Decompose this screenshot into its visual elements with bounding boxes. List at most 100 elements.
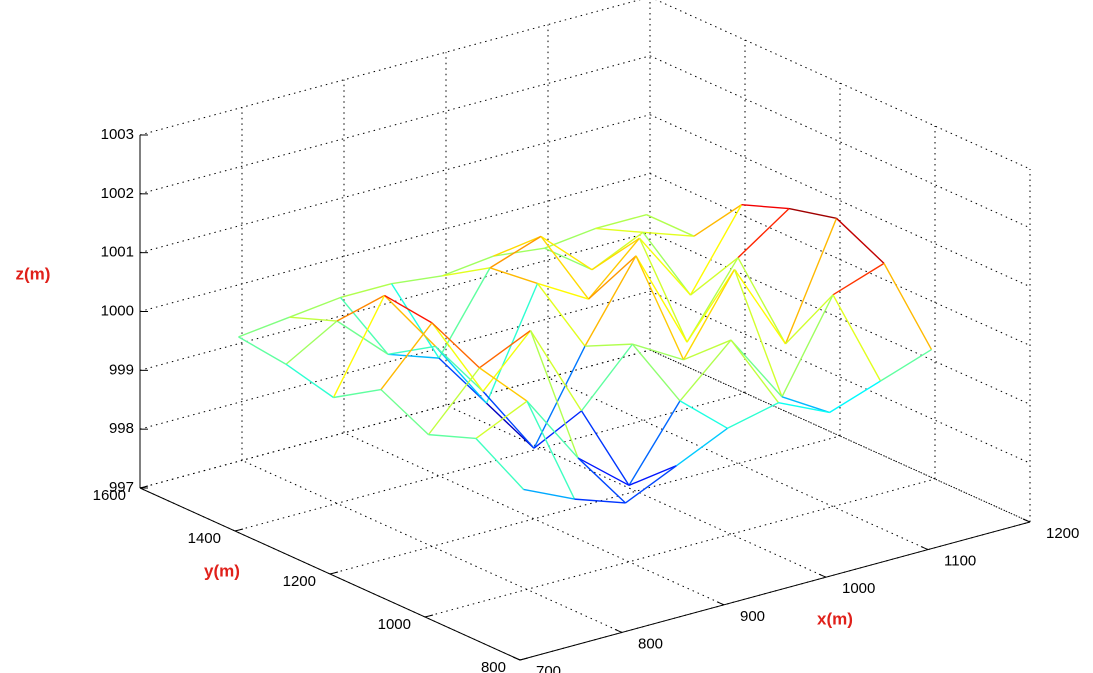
mesh-edge	[737, 257, 787, 345]
mesh-edge	[635, 255, 688, 343]
grid-line	[649, 173, 1031, 346]
mesh-edge	[289, 296, 341, 318]
grid-line	[649, 349, 1031, 523]
mesh-edge	[285, 320, 338, 365]
mesh-edge	[788, 207, 837, 220]
mesh-edge	[632, 343, 684, 361]
mesh-edge	[391, 275, 443, 285]
grid-line	[139, 114, 651, 254]
mesh-edge	[642, 231, 692, 296]
mesh-edge	[336, 320, 389, 355]
mesh-edge	[289, 316, 338, 322]
z-tick-label: 999	[109, 361, 134, 378]
x-axis-title: x(m)	[817, 609, 853, 628]
mesh-edge	[336, 294, 385, 322]
mesh-edge	[431, 322, 480, 369]
mesh-edge	[686, 269, 736, 343]
tick-mark	[519, 657, 529, 661]
mesh-edge	[784, 218, 838, 345]
mesh-edge	[442, 267, 491, 277]
y-tick-label: 1200	[283, 573, 316, 590]
mesh-edge	[380, 322, 433, 391]
mesh-edge	[577, 457, 630, 486]
y-tick-label: 1600	[93, 487, 126, 504]
mesh-edge	[683, 339, 732, 361]
mesh-edge	[390, 283, 440, 359]
mesh-edge	[832, 262, 885, 296]
mesh-edge	[584, 255, 637, 347]
grid-line	[139, 173, 651, 312]
mesh-edge	[646, 214, 695, 237]
mesh-edge	[595, 227, 644, 234]
tick-mark	[139, 485, 149, 489]
mesh-edge	[434, 345, 488, 404]
mesh-edge	[595, 214, 647, 230]
x-axis	[519, 521, 1031, 661]
mesh-edge	[635, 255, 685, 361]
mesh-edge	[737, 208, 790, 259]
mesh-edge	[631, 343, 681, 402]
mesh-edge	[332, 295, 386, 398]
mesh-edge	[584, 343, 633, 347]
mesh-edge	[285, 363, 334, 399]
x-tick-label: 900	[740, 608, 765, 625]
mesh-edge	[493, 247, 545, 257]
z-tick-label: 997	[109, 479, 134, 496]
grid-line	[649, 114, 1031, 288]
mesh-edge	[628, 400, 681, 486]
mesh-edge	[836, 217, 885, 264]
z-tick-label: 1003	[101, 126, 134, 143]
mesh-edge	[339, 297, 389, 355]
mesh-edge	[642, 231, 695, 237]
mesh-edge	[238, 316, 290, 338]
mesh-edge	[638, 237, 692, 296]
tick-mark	[920, 546, 929, 551]
mesh-edge	[733, 269, 783, 398]
grid-line	[445, 404, 827, 578]
mesh-edge	[526, 400, 579, 459]
z-tick-label: 998	[109, 420, 134, 437]
tick-mark	[512, 656, 521, 661]
y-tick-label: 1000	[378, 616, 411, 633]
mesh-edge	[588, 255, 637, 300]
mesh-edge	[384, 294, 433, 324]
tick-mark	[818, 573, 827, 578]
mesh-edge	[679, 400, 728, 429]
mesh-edge	[676, 427, 728, 467]
grid-line	[139, 55, 651, 195]
grid-line	[139, 0, 641, 136]
mesh-edge	[730, 339, 783, 398]
grid-line	[343, 432, 725, 606]
mesh-edge	[387, 353, 440, 359]
mesh-edge	[537, 282, 589, 300]
mesh-edge	[577, 457, 626, 504]
z-tick-label: 1002	[101, 185, 134, 202]
x-tick-label: 1100	[944, 553, 976, 570]
x-tick-label: 700	[536, 663, 561, 673]
mesh-edge	[479, 329, 531, 369]
tick-mark	[329, 571, 339, 575]
z-axis-title: z(m)	[16, 264, 51, 283]
mesh-edge	[489, 235, 542, 269]
mesh-edge	[333, 388, 382, 399]
mesh-edge	[482, 330, 532, 392]
mesh-edge	[533, 345, 586, 449]
grid-line	[424, 478, 936, 618]
mesh-edge	[493, 235, 542, 257]
mesh-edge	[784, 294, 834, 345]
x-tick-label: 1200	[1046, 525, 1079, 542]
mesh-edge	[628, 464, 677, 486]
mesh-edge	[781, 396, 830, 414]
mesh-edge	[679, 339, 732, 402]
mesh-edge	[340, 283, 392, 299]
grid-line	[234, 392, 746, 532]
mesh-edge	[540, 235, 593, 271]
mesh-edge	[442, 255, 494, 277]
mesh-edge	[778, 402, 830, 414]
mesh-edge	[574, 498, 626, 504]
mesh-edge	[883, 263, 933, 350]
mesh-edge	[526, 400, 576, 500]
mesh-edge	[625, 465, 677, 504]
mesh-edge	[587, 237, 641, 300]
